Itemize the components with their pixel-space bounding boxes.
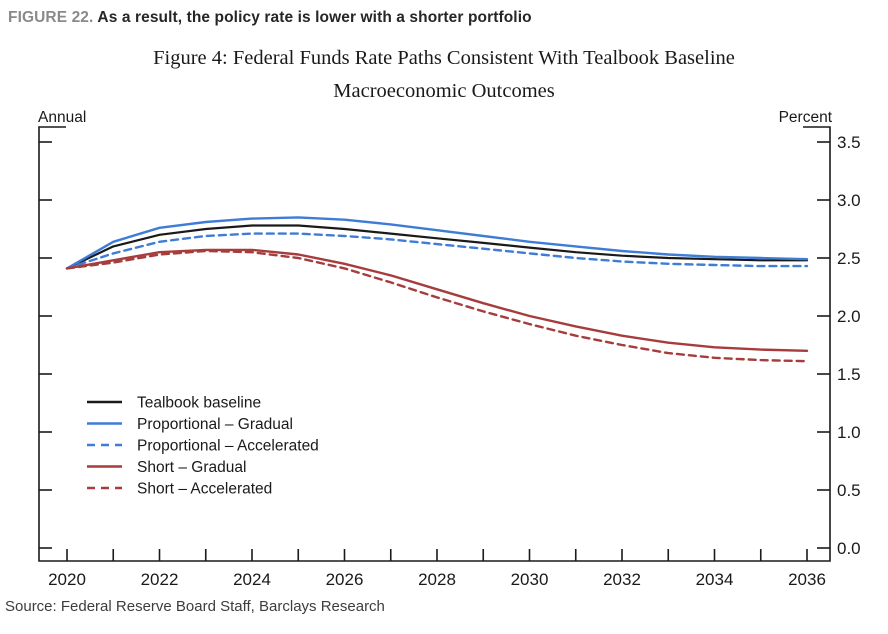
- y-axis: [39, 141, 830, 549]
- x-axis-tick-label: 2030: [511, 570, 549, 589]
- x-axis-tick-label: 2028: [418, 570, 456, 589]
- series-line-proportional-gradual: [65, 216, 809, 270]
- legend: Tealbook baseline Proportional – Gradual P…: [87, 395, 319, 498]
- chart-title-line2: Macroeconomic Outcomes: [333, 80, 555, 102]
- left-axis-unit-label: Annual: [38, 109, 86, 126]
- legend-label-short-accelerated: Short – Accelerated: [137, 481, 272, 498]
- legend-item-short-accelerated: Short – Accelerated: [87, 481, 272, 498]
- x-axis-tick-label: 2024: [233, 570, 271, 589]
- series-line-tealbook-baseline: [65, 224, 809, 270]
- axis-frame: [38, 126, 831, 562]
- y-axis-tick-label: 0.5: [837, 481, 861, 500]
- source-credit: Source: Federal Reserve Board Staff, Bar…: [5, 598, 385, 615]
- figure-header: FIGURE 22. As a result, the policy rate i…: [8, 9, 532, 27]
- y-axis-tick-label: 1.5: [837, 365, 861, 384]
- legend-label-proportional-gradual: Proportional – Gradual: [137, 416, 293, 433]
- chart-canvas: 0.0 0.5 1.0 1.5 2.0 2.5 3.0 3.5 2020 2022 2024 2026…: [38, 109, 861, 589]
- legend-item-proportional-gradual: Proportional – Gradual: [87, 416, 293, 433]
- x-axis: [66, 549, 808, 561]
- legend-label-tealbook-baseline: Tealbook baseline: [137, 395, 261, 412]
- y-axis-tick-label: 1.0: [837, 423, 861, 442]
- series-line-proportional-accelerated: [65, 232, 809, 270]
- x-axis-tick-label: 2034: [696, 570, 734, 589]
- y-axis-tick-label: 2.5: [837, 249, 861, 268]
- series-line-short-gradual: [65, 248, 809, 353]
- chart-title: Figure 4: Federal Funds Rate Paths Consi…: [0, 42, 888, 108]
- legend-label-proportional-accelerated: Proportional – Accelerated: [137, 438, 319, 455]
- series-line-short-accelerated: [65, 249, 809, 363]
- legend-item-tealbook-baseline: Tealbook baseline: [87, 395, 261, 412]
- legend-item-short-gradual: Short – Gradual: [87, 459, 246, 476]
- y-axis-tick-label: 0.0: [837, 539, 861, 558]
- x-axis-tick-label: 2026: [326, 570, 364, 589]
- y-axis-tick-label: 2.0: [837, 307, 861, 326]
- x-axis-tick-label: 2032: [603, 570, 641, 589]
- right-axis-unit-label: Percent: [779, 109, 833, 126]
- x-axis-tick-label: 2020: [48, 570, 86, 589]
- y-axis-tick-label: 3.5: [837, 133, 861, 152]
- y-axis-tick-label: 3.0: [837, 191, 861, 210]
- legend-item-proportional-accelerated: Proportional – Accelerated: [87, 438, 319, 455]
- figure-caption: As a result, the policy rate is lower wi…: [97, 9, 532, 26]
- x-axis-tick-label: 2022: [141, 570, 179, 589]
- legend-label-short-gradual: Short – Gradual: [137, 459, 246, 476]
- figure-number-label: FIGURE 22.: [8, 9, 94, 26]
- chart-title-line1: Figure 4: Federal Funds Rate Paths Consi…: [153, 47, 735, 69]
- x-axis-tick-label: 2036: [788, 570, 826, 589]
